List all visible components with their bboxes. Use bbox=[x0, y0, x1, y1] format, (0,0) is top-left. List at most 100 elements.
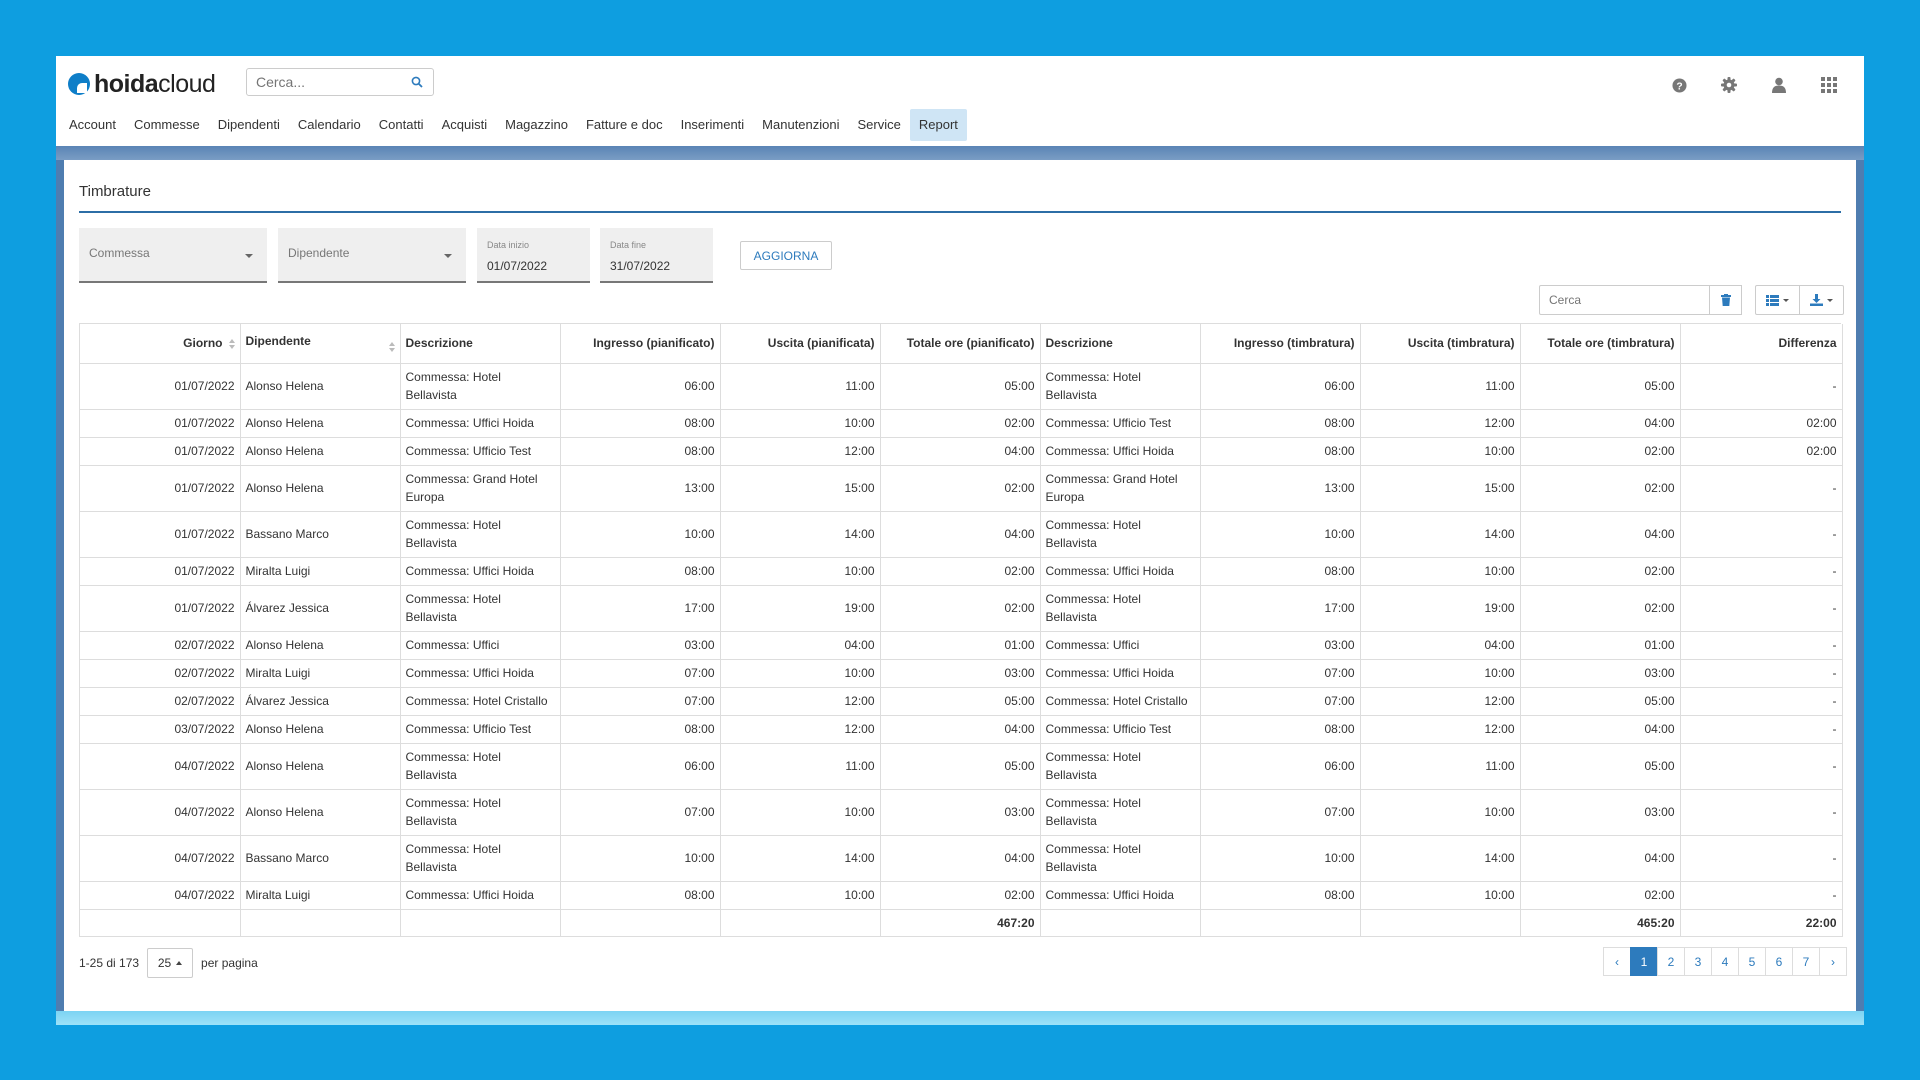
table-row[interactable]: 01/07/2022 Alonso Helena Commessa: Hotel B… bbox=[80, 363, 1843, 410]
cell-giorno: 01/07/2022 bbox=[80, 465, 241, 512]
nav-dipendenti[interactable]: Dipendenti bbox=[217, 117, 280, 132]
cell-descrizione-timbratura: Commessa: Uffici Hoida bbox=[1040, 659, 1201, 688]
cell-ingresso-timbratura: 06:00 bbox=[1200, 743, 1361, 790]
cell-descrizione-timbratura: Commessa: Uffici Hoida bbox=[1040, 881, 1201, 910]
pagination-prev[interactable]: ‹ bbox=[1603, 947, 1631, 976]
cell-uscita-pianificata: 11:00 bbox=[720, 743, 881, 790]
table-row[interactable]: 01/07/2022 Alonso Helena Commessa: Uffici … bbox=[80, 409, 1843, 438]
nav-commesse[interactable]: Commesse bbox=[133, 117, 200, 132]
cell-dipendente: Álvarez Jessica bbox=[240, 585, 401, 632]
commessa-select[interactable]: Commessa bbox=[79, 228, 267, 283]
nav-service[interactable]: Service bbox=[857, 117, 901, 132]
search-icon[interactable] bbox=[411, 75, 423, 93]
cell-descrizione-pianificato: Commessa: Hotel Bellavista bbox=[400, 835, 561, 882]
table-row[interactable]: 04/07/2022 Alonso Helena Commessa: Hotel B… bbox=[80, 743, 1843, 790]
global-search[interactable] bbox=[246, 68, 434, 96]
page-title: Timbrature bbox=[79, 183, 151, 200]
user-icon[interactable] bbox=[1764, 70, 1794, 100]
column-header-differenza[interactable]: Differenza bbox=[1680, 324, 1843, 364]
table-row[interactable]: 02/07/2022 Alonso Helena Commessa: Uffici 0… bbox=[80, 631, 1843, 660]
cell-descrizione-timbratura: Commessa: Hotel Bellavista bbox=[1040, 363, 1201, 410]
table-row[interactable]: 04/07/2022 Miralta Luigi Commessa: Uffici … bbox=[80, 881, 1843, 910]
column-header-dipendente[interactable]: Dipendente bbox=[240, 324, 401, 364]
pagination-page[interactable]: 4 bbox=[1711, 947, 1739, 976]
per-page-select[interactable]: 25 bbox=[147, 948, 194, 978]
pagination-next[interactable]: › bbox=[1819, 947, 1847, 976]
cell-totale-pianificato: 03:00 bbox=[880, 659, 1041, 688]
table-row[interactable]: 01/07/2022 Álvarez Jessica Commessa: Hotel… bbox=[80, 585, 1843, 632]
cell-totale-timbratura: 03:00 bbox=[1520, 789, 1681, 836]
table-row[interactable]: 04/07/2022 Bassano Marco Commessa: Hotel B… bbox=[80, 835, 1843, 882]
pagination-page[interactable]: 3 bbox=[1684, 947, 1712, 976]
nav-account[interactable]: Account bbox=[69, 117, 116, 132]
pagination-page[interactable]: 5 bbox=[1738, 947, 1766, 976]
table-search[interactable] bbox=[1539, 285, 1710, 315]
cell-totale-timbratura: 04:00 bbox=[1520, 511, 1681, 558]
table-row[interactable]: 01/07/2022 Miralta Luigi Commessa: Uffici … bbox=[80, 557, 1843, 586]
export-button[interactable] bbox=[1799, 285, 1844, 315]
data-inizio-field[interactable]: Data inizio 01/07/2022 bbox=[477, 228, 590, 283]
cell-differenza: - bbox=[1680, 835, 1843, 882]
global-search-input[interactable] bbox=[247, 69, 397, 95]
nav-calendario[interactable]: Calendario bbox=[297, 117, 361, 132]
aggiorna-button[interactable]: AGGIORNA bbox=[740, 241, 832, 270]
cell-dipendente: Miralta Luigi bbox=[240, 881, 401, 910]
table-row[interactable]: 01/07/2022 Alonso Helena Commessa: Grand H… bbox=[80, 465, 1843, 512]
cell-ingresso-timbratura: 03:00 bbox=[1200, 631, 1361, 660]
column-header-ingresso-timbratura[interactable]: Ingresso (timbratura) bbox=[1200, 324, 1361, 364]
cell-uscita-pianificata: 12:00 bbox=[720, 715, 881, 744]
clear-search-button[interactable] bbox=[1709, 285, 1742, 315]
gear-icon[interactable] bbox=[1714, 70, 1744, 100]
nav-fatture-e-doc[interactable]: Fatture e doc bbox=[585, 117, 663, 132]
cell-descrizione-pianificato: Commessa: Uffici Hoida bbox=[400, 881, 561, 910]
nav-magazzino[interactable]: Magazzino bbox=[505, 117, 568, 132]
logo-mark-icon bbox=[68, 73, 90, 95]
cell-giorno: 01/07/2022 bbox=[80, 437, 241, 466]
table-row[interactable]: 03/07/2022 Alonso Helena Commessa: Ufficio… bbox=[80, 715, 1843, 744]
table-row[interactable]: 01/07/2022 Alonso Helena Commessa: Ufficio… bbox=[80, 437, 1843, 466]
table-search-input[interactable] bbox=[1540, 286, 1700, 314]
nav-inserimenti[interactable]: Inserimenti bbox=[680, 117, 745, 132]
column-header-ingresso-pianificato[interactable]: Ingresso (pianificato) bbox=[560, 324, 721, 364]
cell-descrizione-pianificato: Commessa: Hotel Bellavista bbox=[400, 363, 561, 410]
help-icon[interactable]: ? bbox=[1664, 70, 1694, 100]
table-row[interactable]: 02/07/2022 Miralta Luigi Commessa: Uffici … bbox=[80, 659, 1843, 688]
logo[interactable]: hoidacloud bbox=[68, 68, 216, 100]
cell-differenza: - bbox=[1680, 687, 1843, 716]
column-header-totale-pianificato[interactable]: Totale ore (pianificato) bbox=[880, 324, 1041, 364]
pagination-page[interactable]: 2 bbox=[1657, 947, 1685, 976]
column-header-totale-timbratura[interactable]: Totale ore (timbratura) bbox=[1520, 324, 1681, 364]
cell-giorno: 02/07/2022 bbox=[80, 687, 241, 716]
cell-ingresso-pianificato: 08:00 bbox=[560, 409, 721, 438]
cell-descrizione-timbratura: Commessa: Hotel Bellavista bbox=[1040, 585, 1201, 632]
column-header-descrizione-timbratura[interactable]: Descrizione bbox=[1040, 324, 1201, 364]
table-row[interactable]: 01/07/2022 Bassano Marco Commessa: Hotel B… bbox=[80, 511, 1843, 558]
nav-acquisti[interactable]: Acquisti bbox=[441, 117, 488, 132]
table-row[interactable]: 02/07/2022 Álvarez Jessica Commessa: Hotel… bbox=[80, 687, 1843, 716]
pagination-page[interactable]: 6 bbox=[1765, 947, 1793, 976]
apps-grid-icon[interactable] bbox=[1814, 70, 1844, 100]
dipendente-select[interactable]: Dipendente bbox=[278, 228, 466, 283]
cell-differenza: - bbox=[1680, 465, 1843, 512]
cell-descrizione-timbratura: Commessa: Hotel Cristallo bbox=[1040, 687, 1201, 716]
column-header-giorno[interactable]: Giorno bbox=[80, 324, 241, 364]
nav-contatti[interactable]: Contatti bbox=[378, 117, 424, 132]
cell-uscita-timbratura: 12:00 bbox=[1360, 409, 1521, 438]
cell-ingresso-pianificato: 17:00 bbox=[560, 585, 721, 632]
cell-differenza: 02:00 bbox=[1680, 409, 1843, 438]
nav-report[interactable]: Report bbox=[909, 109, 967, 141]
column-header-descrizione-pianificato[interactable]: Descrizione bbox=[400, 324, 561, 364]
column-view-button[interactable] bbox=[1755, 285, 1800, 315]
cell-dipendente: Alonso Helena bbox=[240, 631, 401, 660]
data-fine-field[interactable]: Data fine 31/07/2022 bbox=[600, 228, 713, 283]
column-header-uscita-timbratura[interactable]: Uscita (timbratura) bbox=[1360, 324, 1521, 364]
pagination-page[interactable]: 7 bbox=[1792, 947, 1820, 976]
column-header-uscita-pianificata[interactable]: Uscita (pianificata) bbox=[720, 324, 881, 364]
cell-ingresso-timbratura: 10:00 bbox=[1200, 511, 1361, 558]
table-row[interactable]: 04/07/2022 Alonso Helena Commessa: Hotel B… bbox=[80, 789, 1843, 836]
nav-manutenzioni[interactable]: Manutenzioni bbox=[762, 117, 840, 132]
cell-differenza: - bbox=[1680, 631, 1843, 660]
data-inizio-label: Data inizio bbox=[487, 240, 530, 250]
cell-giorno: 01/07/2022 bbox=[80, 409, 241, 438]
pagination-page[interactable]: 1 bbox=[1630, 947, 1658, 976]
